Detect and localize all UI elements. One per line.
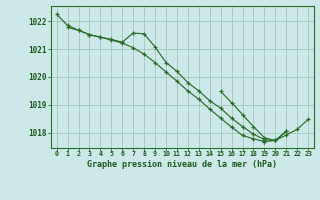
X-axis label: Graphe pression niveau de la mer (hPa): Graphe pression niveau de la mer (hPa) — [87, 160, 277, 169]
